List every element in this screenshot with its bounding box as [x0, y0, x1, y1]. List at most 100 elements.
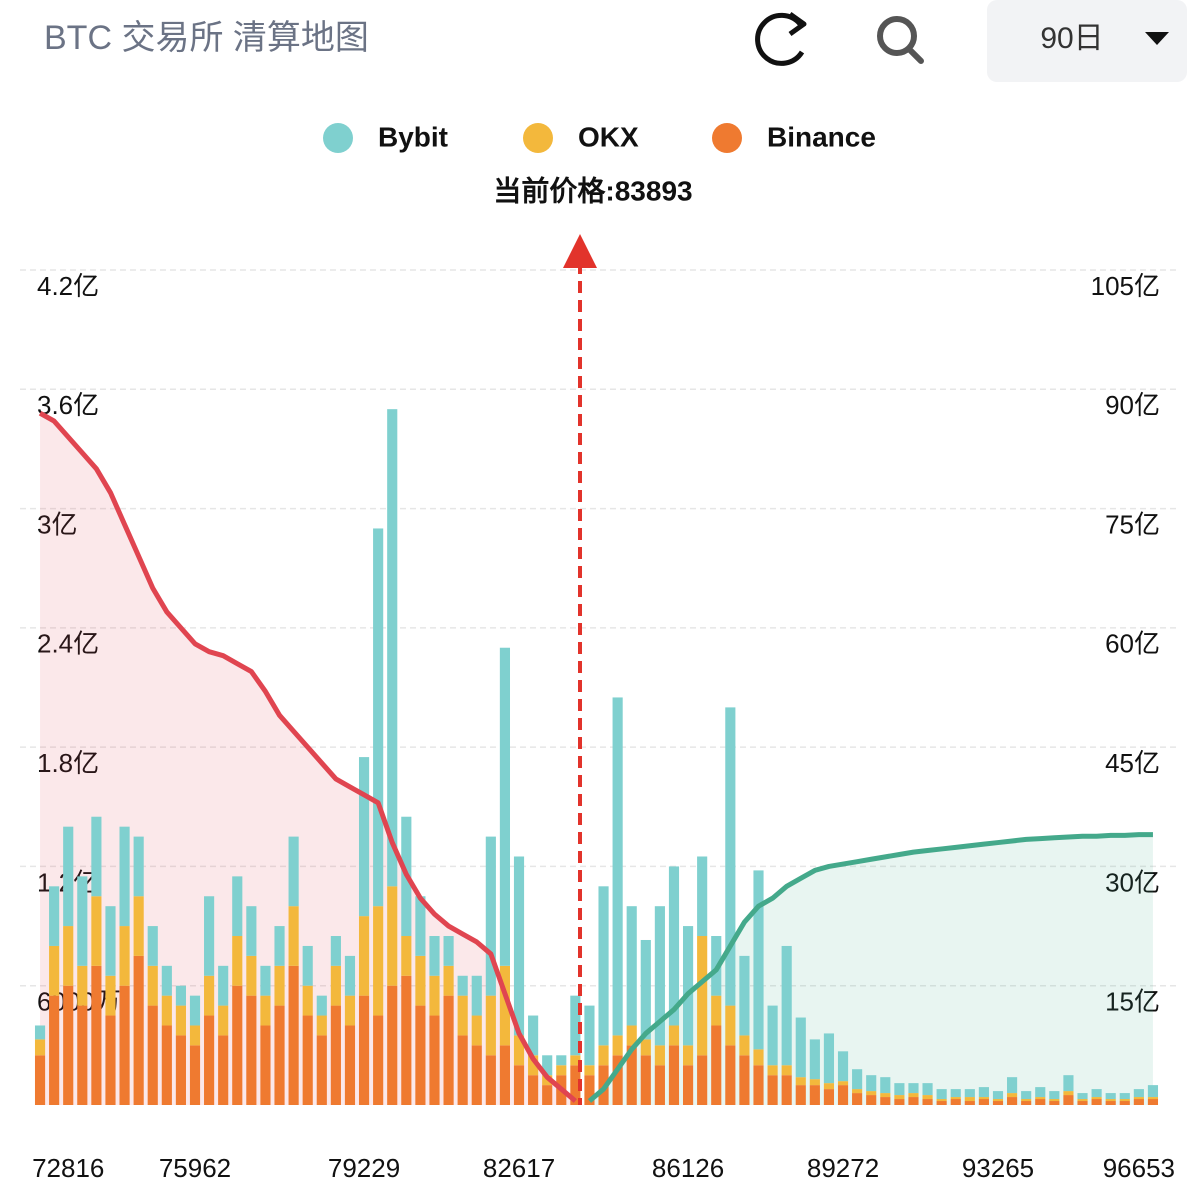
bar-segment — [598, 1045, 609, 1066]
bar-segment — [175, 1035, 186, 1105]
bar-segment — [91, 816, 102, 897]
bar-segment — [950, 1097, 961, 1100]
bar-segment — [457, 995, 468, 1036]
bar-segment — [485, 995, 496, 1056]
bar-segment — [1007, 1093, 1018, 1098]
bar-segment — [1119, 1101, 1130, 1105]
bar-segment — [218, 1005, 229, 1036]
bar-segment — [936, 1099, 947, 1102]
cumulative-line — [587, 832, 1153, 1103]
bar-segment — [612, 1055, 623, 1105]
bar-segment — [63, 985, 74, 1105]
bar-segment — [682, 1045, 694, 1066]
bar-segment — [471, 1045, 482, 1105]
bar-segment — [992, 1091, 1004, 1100]
bar-segment — [175, 1005, 186, 1036]
bar-segment — [809, 1085, 820, 1105]
bar-segment — [1049, 1091, 1060, 1100]
bar-segment — [866, 1091, 877, 1096]
period-selector[interactable] — [987, 0, 1187, 82]
bar-segment — [49, 886, 60, 946]
bar-segment — [373, 528, 384, 907]
bar-segment — [570, 1055, 581, 1066]
bar-segment — [260, 995, 271, 1026]
bar-segment — [415, 1005, 426, 1105]
legend-item[interactable]: Bybit — [323, 121, 448, 153]
bar-segment — [978, 1097, 989, 1100]
bar-segment — [894, 1095, 905, 1100]
bar-segment — [105, 906, 116, 976]
bar-segment — [260, 965, 271, 996]
bar-segment — [837, 1081, 849, 1086]
period-label[interactable]: 90日 — [1040, 22, 1103, 55]
bar-segment — [992, 1101, 1004, 1105]
bar-segment — [781, 945, 792, 1066]
bar-segment — [429, 1015, 440, 1105]
x-tick-label: 96653 — [1103, 1153, 1175, 1183]
bar-segment — [570, 1065, 581, 1105]
bar-segment — [936, 1101, 947, 1105]
refresh-icon[interactable] — [755, 11, 807, 66]
y2-tick-label: 45亿 — [1105, 748, 1160, 778]
bar-segment — [1091, 1097, 1102, 1100]
bar-segment — [344, 955, 356, 996]
bar-segment — [795, 1085, 806, 1105]
bar-segment — [161, 965, 172, 996]
legend-swatch — [712, 123, 742, 153]
bar-segment — [457, 1035, 468, 1105]
bar-segment — [373, 906, 384, 1016]
bar-segment — [837, 1085, 849, 1105]
bar-segment — [978, 1099, 989, 1105]
bar-segment — [654, 1045, 665, 1066]
bar-segment — [302, 985, 313, 1016]
bar-segment — [499, 647, 511, 966]
bar-segment — [77, 1005, 88, 1105]
bar-segment — [880, 1093, 891, 1098]
bar-segment — [654, 1065, 665, 1105]
bar-segment — [1007, 1077, 1018, 1094]
bar-segment — [542, 1055, 553, 1076]
bar-segment — [781, 1065, 792, 1076]
bar-segment — [189, 1025, 201, 1046]
bar-segment — [34, 1025, 46, 1040]
bar-segment — [1105, 1093, 1116, 1100]
legend-label: OKX — [578, 121, 639, 152]
bar-segment — [1077, 1099, 1088, 1102]
y2-tick-label: 60亿 — [1105, 629, 1160, 659]
bar-segment — [330, 1005, 341, 1105]
bar-segment — [330, 936, 341, 966]
x-tick-label: 79229 — [328, 1153, 400, 1183]
x-tick-label: 75962 — [159, 1153, 231, 1183]
bar-segment — [1133, 1099, 1144, 1105]
current-price-label: 当前价格:83893 — [493, 174, 692, 206]
bar-segment — [1147, 1099, 1159, 1105]
bar-segment — [1105, 1099, 1116, 1102]
bar-segment — [852, 1069, 863, 1090]
legend-item[interactable]: Binance — [712, 121, 876, 153]
bar-segment — [964, 1097, 975, 1102]
bar-segment — [204, 896, 215, 976]
legend-item[interactable]: OKX — [523, 121, 639, 153]
bar-segment — [232, 985, 243, 1105]
bar-segment — [513, 856, 525, 1036]
legend-swatch — [323, 123, 353, 153]
bar-segment — [204, 1015, 215, 1105]
dropdown-arrow[interactable] — [1145, 32, 1169, 45]
bar-segment — [1105, 1101, 1116, 1105]
bar-segment — [147, 1005, 158, 1105]
bar-segment — [1049, 1101, 1060, 1105]
bar-segment — [147, 965, 158, 1006]
bar-segment — [1147, 1097, 1159, 1100]
bar-segment — [809, 1079, 820, 1086]
search-icon[interactable] — [877, 16, 924, 64]
bar-segment — [584, 1065, 595, 1076]
bar-segment — [232, 936, 243, 986]
bar-segment — [668, 1025, 680, 1046]
cumulative-line — [38, 410, 577, 1103]
bar-segment — [189, 995, 201, 1026]
bar-segment — [204, 975, 215, 1016]
bar-segment — [513, 1035, 525, 1066]
bar-segment — [77, 965, 88, 1006]
bar-segment — [823, 1089, 835, 1105]
